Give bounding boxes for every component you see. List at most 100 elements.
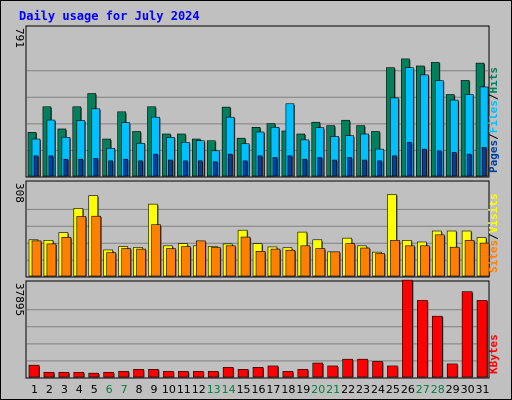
chart-title: Daily usage for July 2024 (19, 9, 200, 23)
x-tick-label: 7 (121, 383, 128, 396)
x-tick-label: 20 (311, 383, 325, 396)
bar-kbytes-day-3 (58, 371, 70, 378)
bar-kbytes-day-4 (73, 371, 85, 378)
bar-kbytes-day-14 (222, 367, 234, 378)
bar-kbytes-day-1 (28, 364, 40, 378)
bar-pages-day-1 (33, 155, 39, 177)
x-tick-label: 23 (356, 383, 370, 396)
x-tick-label: 8 (136, 383, 143, 396)
bar-kbytes-day-21 (327, 365, 339, 378)
bar-sites-day-28 (434, 234, 445, 277)
x-tick-label: 5 (91, 383, 98, 396)
bar-kbytes-day-24 (372, 361, 383, 378)
x-tick-label: 6 (106, 383, 113, 396)
bar-sites-day-20 (315, 248, 326, 277)
bar-pages-day-24 (377, 160, 382, 177)
bar-kbytes-day-9 (148, 369, 159, 378)
bar-sites-day-31 (479, 242, 490, 277)
bar-pages-day-13 (212, 161, 218, 177)
bar-pages-day-31 (481, 147, 487, 177)
x-tick-label: 16 (252, 383, 266, 396)
bar-sites-day-3 (61, 237, 72, 277)
bar-pages-day-17 (272, 157, 278, 177)
bar-kbytes-day-5 (88, 372, 100, 378)
bar-pages-day-4 (78, 158, 84, 177)
bar-pages-day-27 (422, 148, 427, 177)
bar-pages-day-9 (153, 153, 158, 177)
x-tick-label: 2 (46, 383, 53, 396)
bar-pages-day-5 (93, 158, 99, 177)
panel-top: 791 Pages/Files/Hits (13, 25, 500, 178)
bar-pages-day-18 (287, 155, 293, 177)
bar-kbytes-day-30 (461, 291, 473, 378)
bar-sites-day-15 (240, 236, 251, 277)
bar-kbytes-day-26 (402, 279, 413, 378)
bar-kbytes-day-22 (342, 358, 353, 378)
bar-kbytes-day-13 (207, 371, 219, 378)
bar-sites-day-18 (285, 249, 296, 277)
x-tick-label: 11 (177, 383, 191, 396)
bar-sites-day-1 (31, 240, 42, 277)
bar-sites-day-22 (345, 243, 355, 277)
x-tick-label: 25 (386, 383, 400, 396)
x-tick-label: 26 (401, 383, 415, 396)
bar-pages-day-30 (466, 153, 472, 177)
bar-kbytes-day-28 (431, 315, 443, 378)
bar-sites-day-6 (106, 252, 116, 277)
bar-pages-day-3 (63, 158, 69, 177)
bar-sites-day-4 (76, 216, 87, 277)
x-tick-label: 9 (150, 383, 157, 396)
bar-pages-day-11 (183, 160, 188, 177)
x-tick-label: 30 (461, 383, 475, 396)
x-tick-label: 18 (281, 383, 295, 396)
bar-sites-day-16 (255, 251, 266, 277)
bar-kbytes-day-12 (192, 371, 204, 378)
bar-kbytes-day-11 (178, 371, 189, 378)
bar-kbytes-day-29 (446, 363, 458, 378)
x-tick-label: 28 (431, 383, 445, 396)
x-tick-label: 21 (326, 383, 340, 396)
bar-pages-day-8 (138, 160, 143, 177)
bar-sites-day-14 (225, 245, 236, 277)
bar-pages-day-6 (108, 160, 113, 177)
bar-sites-day-2 (46, 243, 57, 277)
bar-sites-day-10 (166, 248, 176, 277)
bar-pages-day-10 (168, 159, 173, 177)
bar-kbytes-day-23 (357, 358, 368, 378)
x-tick-label: 24 (371, 383, 385, 396)
bar-sites-day-24 (375, 253, 385, 277)
bar-kbytes-day-7 (118, 371, 129, 378)
bar-kbytes-day-15 (237, 369, 249, 378)
bar-pages-day-7 (123, 158, 128, 177)
panel-mid-max-label: 308 (13, 183, 26, 203)
x-tick-label: 15 (237, 383, 251, 396)
bar-kbytes-day-17 (267, 365, 279, 378)
bar-sites-day-23 (360, 247, 370, 277)
bar-kbytes-day-18 (282, 371, 294, 378)
chart-panels: 791 Pages/Files/Hits 308 Sites/Visits 37895 K… (13, 25, 500, 379)
x-tick-label: 12 (192, 383, 206, 396)
bar-sites-day-26 (405, 245, 415, 277)
x-axis-labels: 1 2 3 4 5 6 7 8 9 10 11 12 13 14 15 16 17 18 19 20 21 22 23 24 2… (31, 383, 490, 396)
bar-sites-day-19 (300, 245, 311, 277)
bar-kbytes-day-25 (387, 365, 398, 378)
legend-sites: Sites (487, 240, 500, 273)
bar-kbytes-day-20 (312, 362, 324, 378)
bar-kbytes-day-31 (476, 300, 488, 378)
panel-mid: 308 Sites/Visits (13, 180, 500, 278)
bar-kbytes-day-19 (297, 369, 309, 378)
bar-sites-day-11 (181, 246, 191, 277)
x-tick-label: 17 (266, 383, 280, 396)
bar-sites-day-29 (449, 246, 460, 277)
x-tick-label: 31 (476, 383, 490, 396)
x-tick-label: 4 (76, 383, 83, 396)
bar-pages-day-20 (317, 157, 323, 177)
panel-top-legend: Pages/Files/Hits (487, 67, 500, 173)
bar-sites-day-7 (121, 248, 131, 277)
legend-kbytes: KBytes (487, 334, 500, 374)
x-tick-label: 3 (61, 383, 68, 396)
panel-bot-max-label: 37895 (13, 283, 26, 316)
panel-mid-legend: Sites/Visits (487, 194, 500, 274)
bar-kbytes-day-6 (103, 371, 114, 378)
legend-visits: Visits (487, 194, 500, 234)
